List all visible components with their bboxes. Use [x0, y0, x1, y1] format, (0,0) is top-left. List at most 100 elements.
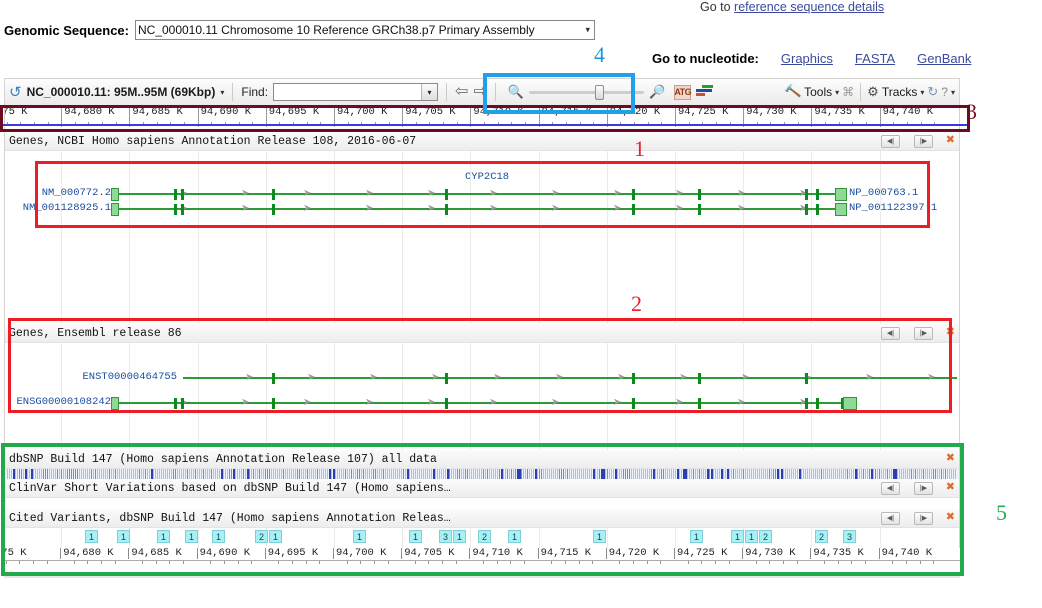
find-dropdown-chevron-down-icon[interactable]: ▾ [421, 84, 438, 100]
feature-protein-label[interactable]: NP_001122397.1 [849, 202, 938, 214]
exon-marker [272, 398, 275, 409]
page-right-button[interactable]: |▶ [914, 134, 933, 148]
dbsnp-tick [791, 469, 792, 479]
genomic-sequence-select[interactable]: NC_000010.11 Chromosome 10 Reference GRC… [134, 20, 595, 40]
gene-feature-row[interactable]: ➤➤➤➤➤➤➤➤➤➤➤NM_001128925.1NP_001122397.1 [5, 202, 959, 216]
prev-button[interactable]: ⇦ [455, 83, 469, 100]
cited-variant-badge[interactable]: 1 [185, 530, 198, 543]
location-chevron-down-icon[interactable]: ▾ [220, 87, 225, 97]
cited-variant-badge[interactable]: 3 [843, 530, 856, 543]
zoom-out-icon[interactable]: 🔍 [507, 84, 525, 99]
gear-icon[interactable]: ⚙ [867, 84, 879, 99]
close-icon[interactable]: ✖ [945, 511, 955, 523]
page-right-button[interactable]: |▶ [914, 326, 933, 340]
cited-variant-badge[interactable]: 1 [117, 530, 130, 543]
zoom-slider[interactable] [529, 84, 645, 100]
collapse-tracks-icon[interactable]: ⌘ [842, 85, 855, 99]
gridline [879, 229, 881, 324]
track-layout-icon[interactable] [696, 85, 714, 99]
cited-variant-badge[interactable]: 2 [255, 530, 268, 543]
dbsnp-tick [41, 469, 42, 479]
cited-variant-badge[interactable]: 1 [593, 530, 606, 543]
tracks-chevron-down-icon[interactable]: ▾ [920, 87, 925, 97]
cited-variant-badge[interactable]: 3 [439, 530, 452, 543]
tools-chevron-down-icon[interactable]: ▾ [835, 87, 840, 97]
gene-name-cyp2c18[interactable]: CYP2C18 [465, 171, 510, 183]
strand-arrow-icon: ➤ [737, 188, 746, 199]
feature-accession-label[interactable]: ENST00000464755 [82, 371, 177, 383]
tools-button[interactable]: Tools [804, 85, 833, 99]
track-clinvar-body[interactable] [5, 498, 959, 509]
sequence-viewer: ↺ NC_000010.11: 95M..95M (69Kbp) ▾ Find:… [4, 78, 960, 578]
dbsnp-density-strip[interactable] [5, 469, 959, 479]
gene-feature-row[interactable]: ➤➤➤➤➤➤➤➤➤➤➤➤ENST00000464755 [5, 371, 959, 385]
feature-accession-label[interactable]: NM_000772.2 [41, 187, 111, 199]
nucleotide-fasta-link[interactable]: FASTA [854, 51, 896, 66]
track-ncbi-genes-body[interactable]: CYP2C18 ➤ ➤ ➤ ➤ ➤ ➤ ➤ ➤ ➤ ➤ ➤ NM_000772.2 NP_000763.… [5, 151, 959, 229]
reference-sequence-details-link[interactable]: reference sequence details [734, 0, 885, 14]
cited-variant-badge[interactable]: 1 [731, 530, 744, 543]
gene-feature-row[interactable]: ➤➤➤➤➤➤➤➤➤➤➤NM_000772.2NP_000763.1 [5, 187, 959, 201]
cited-variant-badge[interactable]: 1 [508, 530, 521, 543]
cited-variant-badge[interactable]: 2 [815, 530, 828, 543]
ruler-bottom[interactable]: 675 K 94,680 K 94,685 K 94,690 K 94,695 K 94,… [4, 548, 960, 572]
ruler-minor-tick [552, 122, 554, 126]
cited-variant-badge[interactable]: 1 [453, 530, 466, 543]
cited-variant-badge[interactable]: 1 [269, 530, 282, 543]
atg-icon[interactable]: ATG [674, 84, 692, 100]
gene-feature-row[interactable]: ➤➤➤➤➤➤➤➤➤➤➤ENSG00000108242 [5, 396, 959, 410]
nucleotide-graphics-link[interactable]: Graphics [780, 51, 833, 66]
close-icon[interactable]: ✖ [945, 326, 955, 338]
dbsnp-tick [681, 469, 682, 479]
zoom-in-icon[interactable]: 🔎 [649, 84, 666, 99]
cited-variant-badge[interactable]: 1 [85, 530, 98, 543]
cited-variant-badge[interactable]: 2 [759, 530, 772, 543]
location-text[interactable]: NC_000010.11: 95M..95M (69Kbp) [26, 85, 216, 99]
cited-variant-badge[interactable]: 1 [157, 530, 170, 543]
find-input[interactable]: ▾ [273, 83, 439, 101]
cited-variant-badge[interactable]: 1 [745, 530, 758, 543]
dbsnp-tick [175, 469, 176, 479]
help-icon[interactable]: ? [941, 85, 948, 99]
zoom-control[interactable]: 🔍 🔎 [504, 84, 669, 100]
next-button[interactable]: ⇨ [473, 83, 487, 100]
feature-accession-label[interactable]: ENSG00000108242 [16, 396, 111, 408]
feature-protein-label[interactable]: NP_000763.1 [849, 187, 919, 199]
ruler-minor-tick [346, 560, 348, 564]
tracks-button[interactable]: Tracks [881, 85, 918, 99]
ruler-top[interactable]: 675 K 94,680 K 94,685 K 94,690 K 94,695 K 94,… [4, 105, 960, 127]
strand-arrow-icon: ➤ [613, 397, 622, 408]
cited-variant-badge[interactable]: 1 [212, 530, 225, 543]
page-left-button[interactable]: ◀| [881, 481, 900, 495]
page-right-button[interactable]: |▶ [914, 481, 933, 495]
close-icon[interactable]: ✖ [945, 452, 955, 464]
close-icon[interactable]: ✖ [945, 134, 955, 146]
cited-variant-badge[interactable]: 2 [478, 530, 491, 543]
cited-variant-badge[interactable]: 1 [690, 530, 703, 543]
reload-icon[interactable]: ↻ [927, 84, 939, 99]
help-chevron-down-icon[interactable]: ▾ [950, 87, 955, 97]
page-left-button[interactable]: ◀| [881, 511, 900, 525]
feature-accession-label[interactable]: NM_001128925.1 [22, 202, 111, 214]
horizontal-scrollbar[interactable] [4, 572, 960, 578]
close-icon[interactable]: ✖ [945, 481, 955, 493]
dbsnp-tick [483, 469, 484, 479]
dbsnp-tick [83, 469, 84, 479]
dbsnp-tick [205, 469, 206, 479]
page-left-button[interactable]: ◀| [881, 134, 900, 148]
cited-variant-badge[interactable]: 1 [353, 530, 366, 543]
track-ensembl-genes-body[interactable]: ➤➤➤➤➤➤➤➤➤➤➤➤ENST00000464755➤➤➤➤➤➤➤➤➤➤➤EN… [5, 343, 959, 425]
dbsnp-tick [511, 469, 512, 479]
track-spacer-2 [4, 425, 960, 450]
exon-marker [272, 204, 275, 215]
page-right-button[interactable]: |▶ [914, 511, 933, 525]
nucleotide-genbank-link[interactable]: GenBank [917, 51, 972, 66]
dbsnp-tick [167, 469, 168, 479]
zoom-slider-handle[interactable] [595, 84, 605, 100]
cited-variant-badge[interactable]: 1 [409, 530, 422, 543]
ruler-tick-label: 94,725 K [677, 548, 728, 559]
page-left-button[interactable]: ◀| [881, 326, 900, 340]
tools-hammer-icon[interactable]: 🔨 [783, 82, 803, 101]
undo-icon[interactable]: ↺ [9, 83, 22, 101]
